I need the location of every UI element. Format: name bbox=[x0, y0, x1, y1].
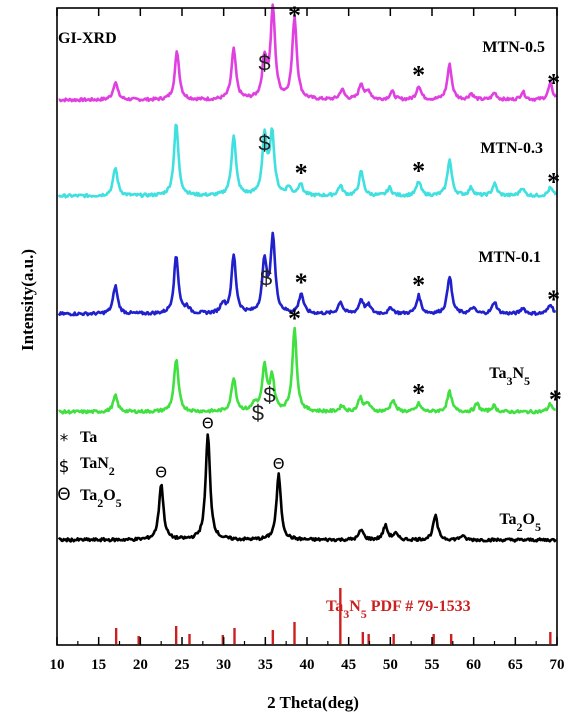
series-line-2 bbox=[57, 231, 557, 317]
legend-entry: Ta2O5 bbox=[80, 487, 122, 510]
chart-title: GI-XRD bbox=[58, 30, 117, 47]
reference-label-part: 5 bbox=[361, 607, 367, 621]
series-label-3-part: N bbox=[512, 365, 524, 382]
x-tick-label: 70 bbox=[550, 657, 565, 673]
peak-marker-theta: Θ bbox=[155, 464, 167, 482]
peak-marker-star: * bbox=[547, 285, 560, 314]
legend-symbol: Θ bbox=[57, 485, 70, 505]
series-label-4: Ta2O5 bbox=[499, 511, 541, 534]
peak-marker-star: * bbox=[288, 304, 301, 333]
peak-marker-dollar: $ bbox=[252, 401, 264, 426]
x-axis-label: 2 Theta(deg) bbox=[267, 693, 359, 712]
peak-marker-star: * bbox=[295, 159, 308, 188]
x-tick-label: 50 bbox=[383, 657, 398, 673]
series-label-4-part: 2 bbox=[517, 520, 523, 534]
reference-label-part: Ta bbox=[326, 598, 343, 615]
reference-label-part: 3 bbox=[343, 607, 349, 621]
legend-entry-part: O bbox=[103, 487, 115, 504]
legend-entry-part: Ta bbox=[80, 429, 97, 446]
series-label-3: Ta3N5 bbox=[489, 365, 530, 388]
series-layer bbox=[57, 3, 557, 543]
legend-entry-part: 2 bbox=[109, 464, 115, 478]
series-label-4-part: Ta bbox=[499, 511, 516, 528]
peak-marker-star: * bbox=[295, 268, 308, 297]
reference-layer bbox=[114, 588, 552, 644]
peak-marker-star: * bbox=[412, 156, 425, 185]
peak-marker-star: * bbox=[547, 168, 560, 197]
series-line-4 bbox=[57, 433, 557, 543]
legend-entry: TaN2 bbox=[80, 455, 115, 478]
series-label-4-part: O bbox=[523, 511, 535, 528]
x-tick-label: 15 bbox=[91, 657, 106, 673]
peak-marker-star: * bbox=[547, 69, 560, 98]
series-label-2: MTN-0.1 bbox=[478, 249, 541, 266]
x-tick-label: 45 bbox=[341, 657, 356, 673]
reference-label-part: N bbox=[349, 598, 361, 615]
peak-marker-dollar: $ bbox=[258, 51, 270, 76]
peak-marker-dollar: $ bbox=[263, 383, 275, 408]
plot-frame bbox=[56, 7, 558, 646]
peak-marker-star: * bbox=[549, 385, 562, 414]
peak-marker-star: * bbox=[288, 1, 301, 30]
legend-symbol: * bbox=[60, 431, 69, 451]
series-label-3-part: 5 bbox=[524, 374, 530, 388]
peak-marker-star: * bbox=[412, 379, 425, 408]
series-label-3-part: 3 bbox=[506, 374, 512, 388]
series-line-1 bbox=[57, 123, 557, 199]
y-axis-label: Intensity(a.u.) bbox=[18, 249, 37, 351]
peak-marker-star: * bbox=[412, 270, 425, 299]
text-layer: MTN-0.5*$ * *MTN-0.3$* * *MTN-0.1$ * * *Ta3N5*$… bbox=[50, 1, 565, 673]
axes-layer bbox=[56, 7, 558, 646]
x-tick-label: 30 bbox=[216, 657, 231, 673]
peak-marker-dollar: $ bbox=[258, 130, 270, 155]
series-line-0 bbox=[58, 3, 557, 103]
x-tick-label: 35 bbox=[258, 657, 273, 673]
x-tick-label: 55 bbox=[425, 657, 440, 673]
legend-entry: Ta bbox=[80, 429, 97, 446]
legend-entry-part: TaN bbox=[80, 455, 109, 472]
peak-marker-theta: Θ bbox=[202, 415, 214, 433]
series-line-3 bbox=[58, 326, 557, 415]
x-tick-label: 10 bbox=[50, 657, 65, 673]
series-label-4-part: 5 bbox=[535, 520, 541, 534]
x-tick-label: 40 bbox=[300, 657, 315, 673]
series-label-1: MTN-0.3 bbox=[480, 140, 543, 157]
series-label-0: MTN-0.5 bbox=[482, 39, 545, 56]
legend-symbol: $ bbox=[59, 457, 70, 477]
peak-marker-star: * bbox=[412, 60, 425, 89]
reference-label-part: PDF # 79-1533 bbox=[367, 598, 471, 615]
legend-entry-part: Ta bbox=[80, 487, 97, 504]
series-label-3-part: Ta bbox=[489, 365, 506, 382]
reference-label: Ta3N5 PDF # 79-1533 bbox=[326, 598, 471, 621]
peak-marker-theta: Θ bbox=[273, 455, 285, 473]
x-tick-label: 20 bbox=[133, 657, 148, 673]
x-tick-label: 25 bbox=[175, 657, 190, 673]
legend-entry-part: 5 bbox=[116, 496, 122, 510]
peak-marker-dollar: $ bbox=[260, 265, 272, 290]
x-tick-label: 60 bbox=[466, 657, 481, 673]
legend-entry-part: 2 bbox=[97, 496, 103, 510]
x-tick-label: 65 bbox=[508, 657, 523, 673]
